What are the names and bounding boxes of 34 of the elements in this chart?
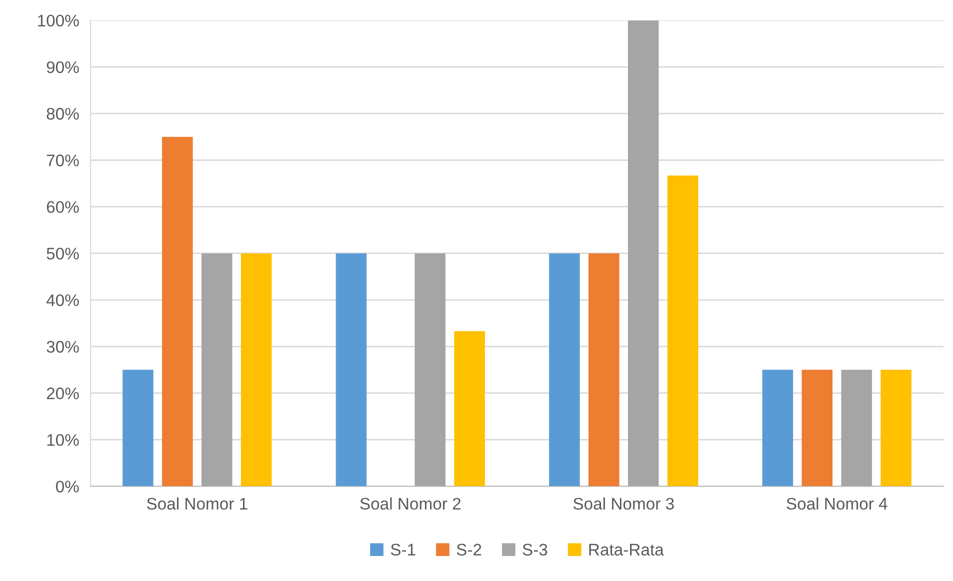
bar: [336, 253, 367, 486]
y-tick-label: 70%: [46, 154, 79, 166]
legend-label: Rata-Rata: [589, 544, 664, 556]
bar: [841, 370, 872, 486]
bar: [162, 136, 193, 486]
bar: [240, 253, 272, 486]
x-tick-label: Soal Nomor 3: [573, 497, 674, 510]
bar: [122, 370, 154, 486]
bar: [549, 253, 580, 486]
bar: [880, 370, 912, 486]
bar: [667, 176, 698, 486]
y-tick-label: 80%: [46, 108, 79, 120]
y-tick-label: 0%: [56, 480, 79, 492]
x-tick-label: Soal Nomor 1: [146, 497, 248, 510]
legend-label: S-3: [522, 544, 548, 556]
y-tick-label: 100%: [38, 14, 79, 27]
x-tick-label: Soal Nomor 2: [360, 497, 460, 510]
legend-label: S-1: [390, 544, 416, 556]
x-tick-label: Soal Nomor 4: [786, 497, 888, 510]
y-tick-label: 40%: [46, 294, 79, 306]
bar: [628, 20, 659, 486]
y-tick-label: 20%: [46, 388, 79, 400]
y-tick-label: 10%: [47, 434, 79, 446]
bar: [802, 370, 833, 486]
bar: [201, 253, 232, 486]
y-tick-label: 60%: [46, 201, 79, 213]
bar: [454, 331, 485, 486]
bar: [588, 253, 620, 486]
bar: [762, 370, 794, 486]
bar: [414, 253, 446, 486]
legend-label: S-2: [456, 544, 482, 556]
y-tick-label: 90%: [46, 61, 79, 74]
y-tick-label: 30%: [46, 340, 79, 353]
y-tick-label: 50%: [46, 248, 79, 260]
